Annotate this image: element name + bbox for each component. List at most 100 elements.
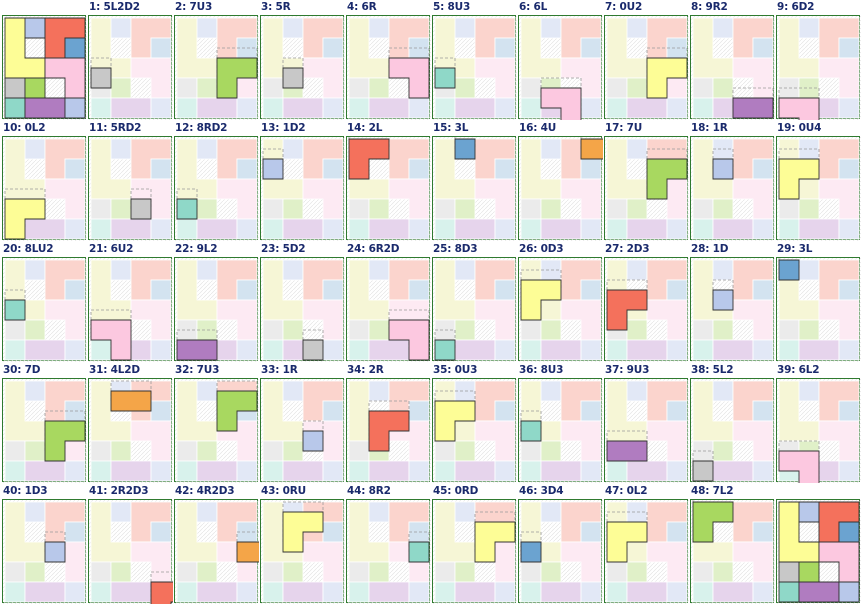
background-piece-mint [262,339,284,361]
background-piece-lavender [798,259,820,281]
background-piece-steel-blue [666,521,688,543]
background-piece-mint [778,339,800,361]
puzzle-board [260,257,345,362]
background-piece-steel-blue [838,400,860,422]
piece-purple [24,97,66,119]
puzzle-board [2,378,87,483]
step-label: 6: 6L [519,1,548,13]
background-piece-green [368,77,390,99]
background-piece-green [712,561,734,583]
background-piece-green [24,561,46,583]
background-piece-steel-blue [580,158,602,180]
step-cell: 29: 3L [776,242,862,364]
background-piece-lavender [626,17,648,39]
background-piece-purple [24,218,66,240]
step-label: 2: 7U3 [175,1,213,13]
background-piece-purple [798,339,840,361]
step-cell: 47: 0L2 [604,484,690,606]
background-piece-lavender [196,380,218,402]
background-piece-steel-blue [408,158,430,180]
background-piece-steel-blue [494,400,516,422]
background-piece-green [196,77,218,99]
background-piece-lavender [64,218,86,240]
background-piece-green [454,561,476,583]
step-label: 15: 3L [433,122,469,134]
background-piece-purple [712,218,754,240]
step-cell: 39: 6L2 [776,363,862,485]
background-piece-green [282,561,304,583]
background-piece-lavender [752,581,774,603]
background-piece-lavender [64,339,86,361]
background-piece-lavender [580,581,602,603]
puzzle-board [260,378,345,483]
background-piece-steel-blue [150,158,172,180]
moved-piece-mint [176,188,198,220]
puzzle-board [604,136,689,241]
background-piece-lavender [110,138,132,160]
moved-piece-gray [130,188,152,220]
background-piece-lavender [196,17,218,39]
background-piece-lavender [236,581,258,603]
background-piece-green [196,198,218,220]
background-piece-green [368,561,390,583]
background-piece-gray [606,198,628,220]
background-piece-lavender [454,501,476,523]
step-cell: 24: 6R2D [346,242,432,364]
background-piece-lavender [368,380,390,402]
step-cell: 32: 7U3 [174,363,260,485]
background-piece-lavender [626,259,648,281]
background-piece-mint [4,460,26,482]
background-piece-green [712,440,734,462]
background-piece-mint [262,97,284,119]
background-piece-purple [282,97,324,119]
background-piece-mint [520,460,542,482]
background-piece-mint [4,339,26,361]
background-piece-lavender [752,339,774,361]
puzzle-board [174,499,259,604]
background-piece-mint [90,97,112,119]
background-piece-purple [24,581,66,603]
background-piece-purple [798,218,840,240]
piece-steel-blue [64,37,86,59]
step-cell: 43: 0RU [260,484,346,606]
step-label: 20: 8LU2 [3,243,54,255]
background-piece-lavender [236,339,258,361]
background-piece-green [282,319,304,341]
background-piece-mint [434,218,456,240]
step-label: 35: 0U3 [433,364,478,376]
background-piece-mint [262,460,284,482]
background-piece-mint [434,460,456,482]
background-piece-mint [176,97,198,119]
background-piece-purple [110,97,152,119]
background-piece-lavender [626,138,648,160]
background-piece-green [454,319,476,341]
background-piece-lavender [24,501,46,523]
background-piece-mint [692,339,714,361]
moved-piece-pink [778,440,820,483]
puzzle-board [690,136,775,241]
moved-piece-lavender [262,148,284,180]
step-cell: 37: 9U3 [604,363,690,485]
background-piece-purple [368,218,410,240]
background-piece-gray [520,319,542,341]
puzzle-board [432,15,517,120]
background-piece-steel-blue [150,400,172,422]
step-cell: 27: 2D3 [604,242,690,364]
background-piece-purple [196,460,238,482]
background-piece-lavender [408,97,430,119]
background-piece-lavender [580,460,602,482]
piece-green [798,561,820,583]
step-label: 14: 2L [347,122,383,134]
background-piece-green [368,198,390,220]
step-label: 34: 2R [347,364,384,376]
background-piece-purple [110,218,152,240]
puzzle-board [174,378,259,483]
step-label: 27: 2D3 [605,243,650,255]
background-piece-lavender [236,97,258,119]
background-piece-steel-blue [752,400,774,422]
background-piece-gray [176,561,198,583]
step-label: 38: 5L2 [691,364,734,376]
moved-piece-purple [176,329,218,361]
background-piece-purple [282,460,324,482]
moved-piece-steel-blue [778,258,800,281]
